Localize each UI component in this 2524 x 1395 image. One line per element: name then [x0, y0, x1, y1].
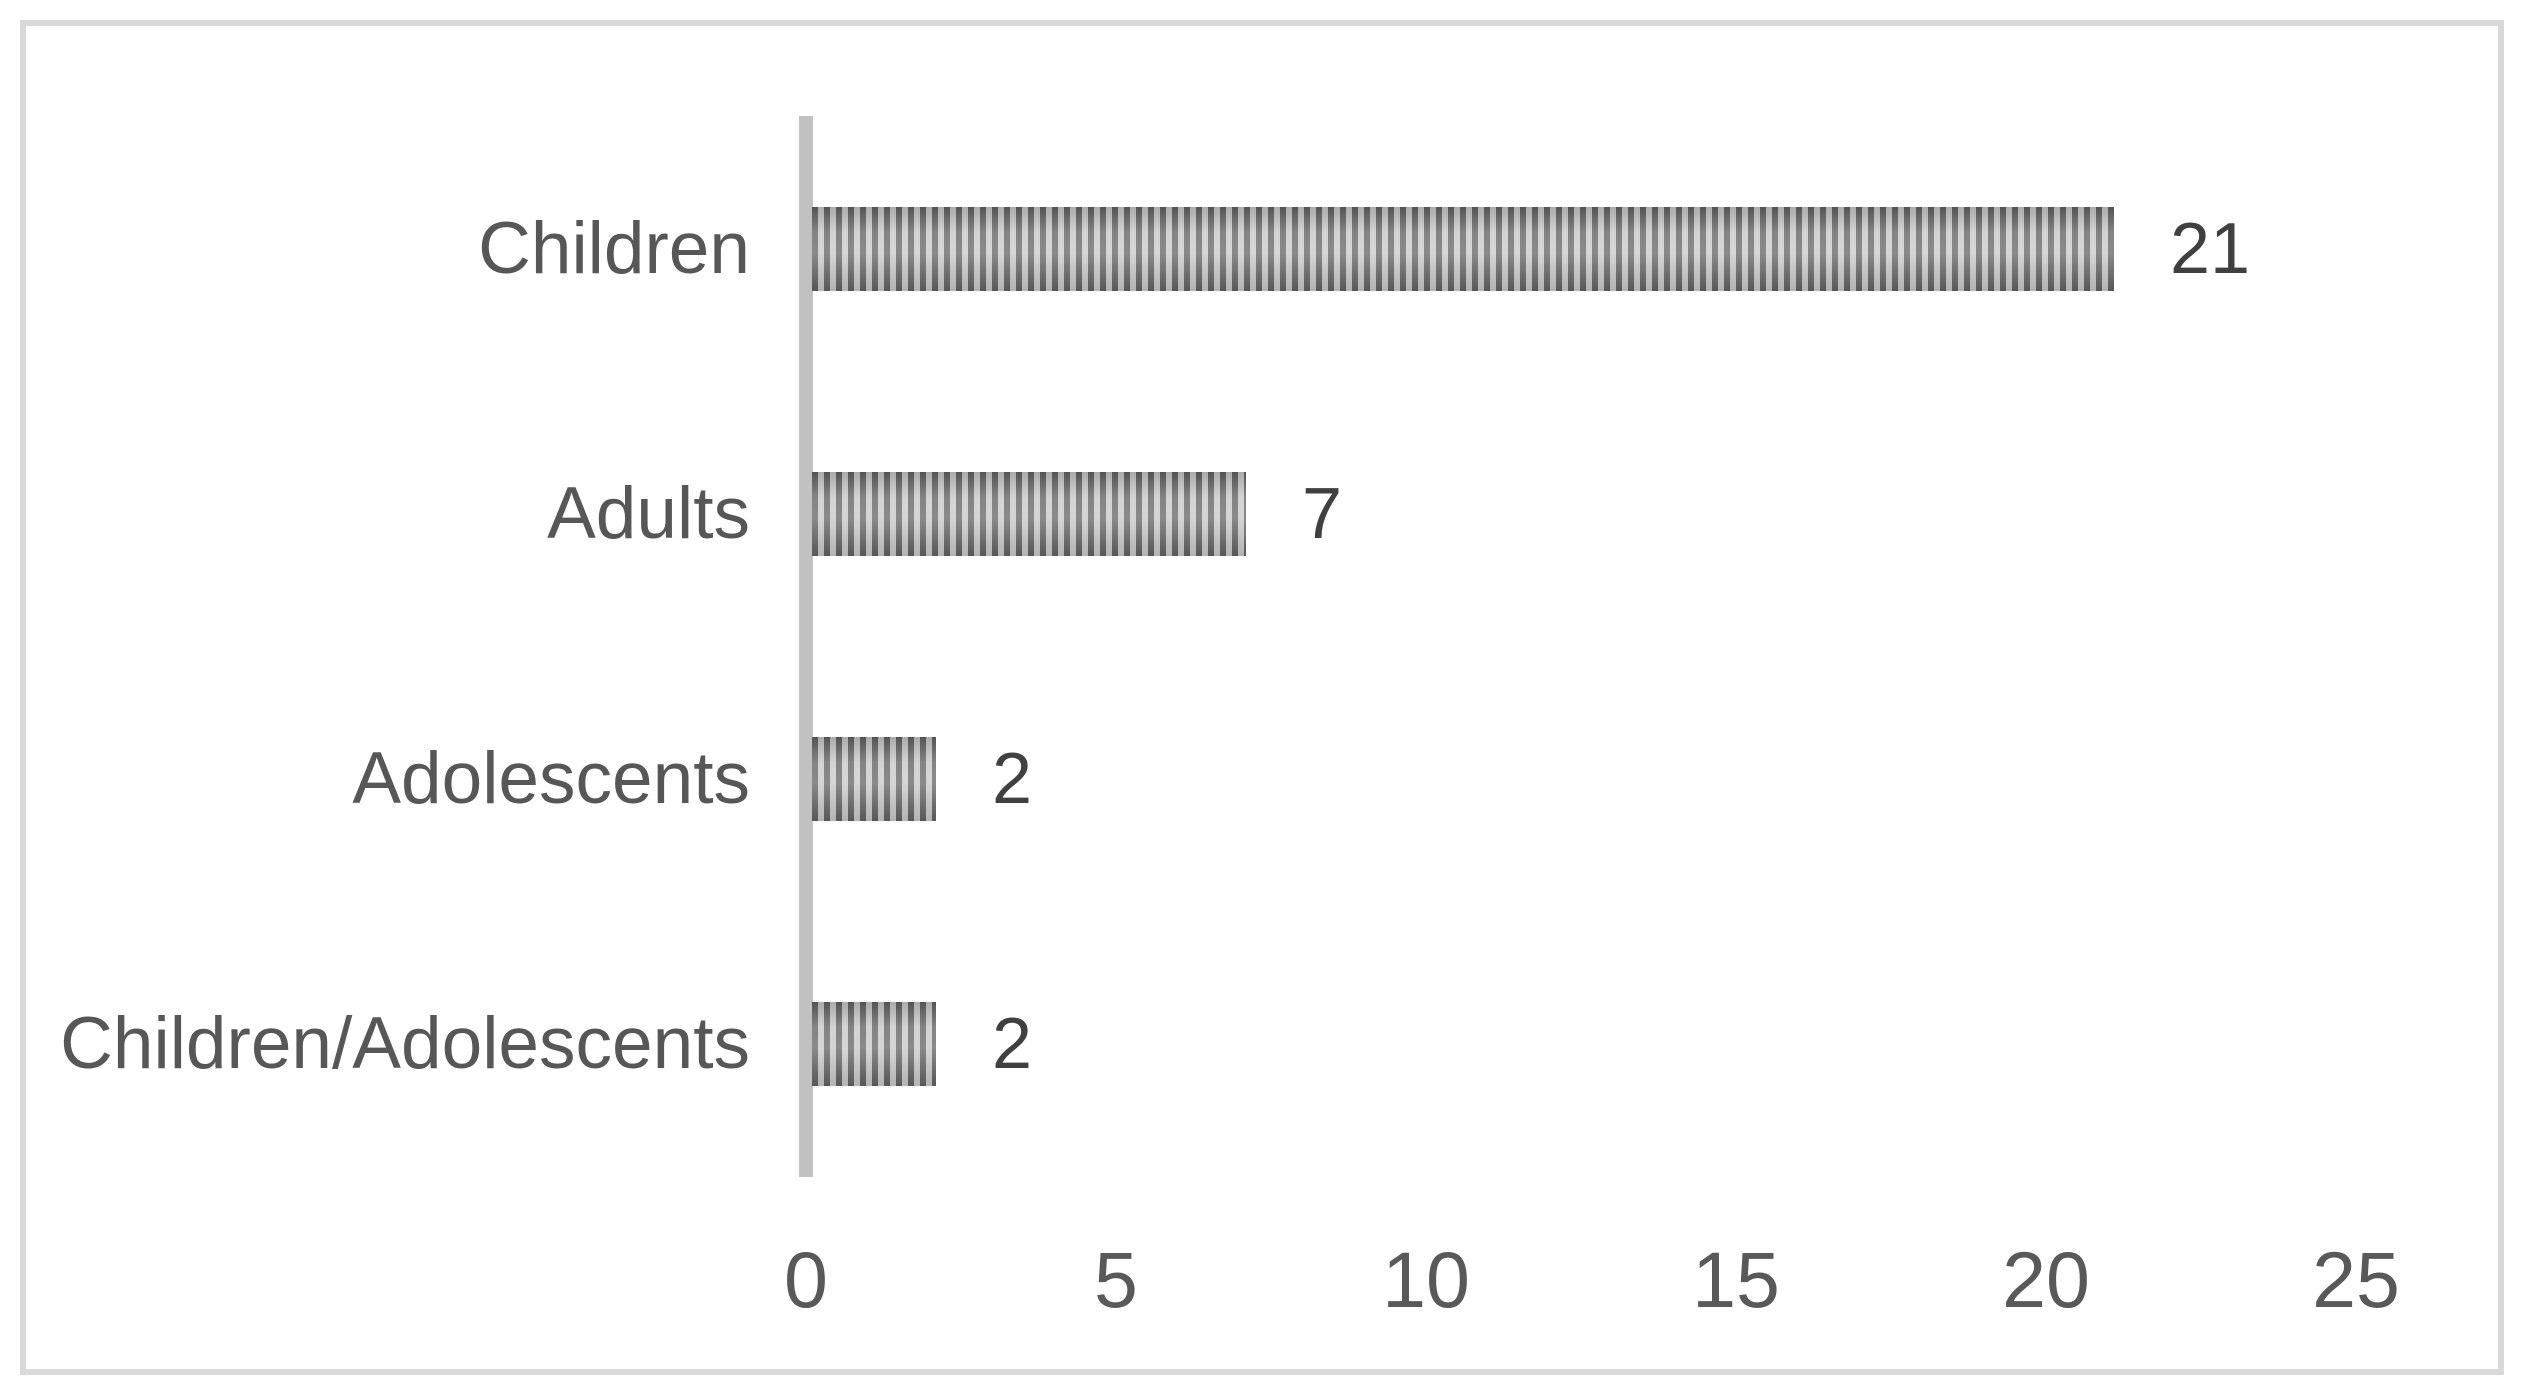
category-label-children-adolescents: Children/Adolescents	[60, 1003, 750, 1085]
category-label-adolescents: Adolescents	[352, 738, 750, 820]
x-tick-label-10: 10	[1382, 1235, 1470, 1324]
value-label-children-adolescents: 2	[992, 1004, 1033, 1085]
x-tick-label-20: 20	[2002, 1235, 2090, 1324]
chart-frame-border	[20, 20, 2504, 1375]
x-tick-label-25: 25	[2312, 1235, 2400, 1324]
value-label-children: 21	[2170, 208, 2251, 289]
bar-children	[812, 206, 2114, 291]
y-axis-line	[799, 116, 813, 1177]
value-label-adolescents: 2	[992, 739, 1033, 820]
x-tick-label-0: 0	[784, 1235, 828, 1324]
category-label-children: Children	[478, 207, 750, 289]
bar-adults	[812, 471, 1246, 556]
x-tick-label-5: 5	[1094, 1235, 1138, 1324]
value-label-adults: 7	[1302, 473, 1343, 554]
category-label-adults: Adults	[547, 472, 750, 554]
bar-children-adolescents	[812, 1002, 936, 1087]
bar-adolescents	[812, 737, 936, 822]
x-tick-label-15: 15	[1692, 1235, 1780, 1324]
